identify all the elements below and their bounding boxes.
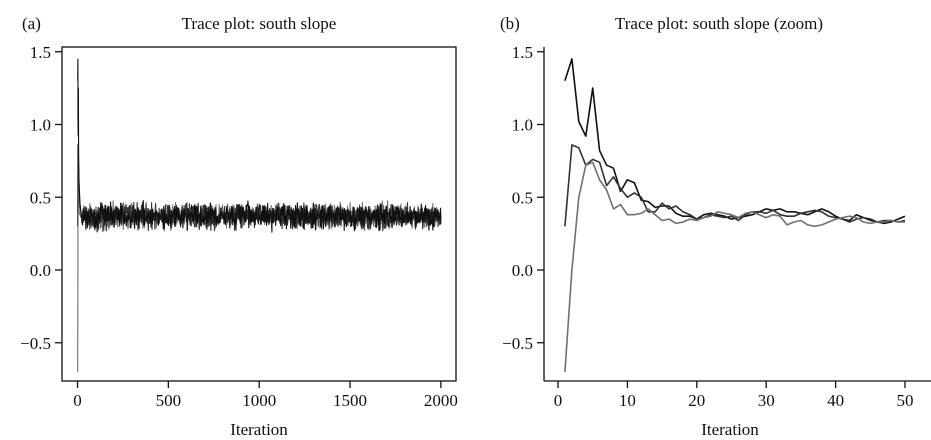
panel-b-axes-lines (543, 47, 931, 382)
x-tick-label: 40 (827, 391, 844, 410)
x-tick-label: 2000 (424, 391, 458, 410)
y-tick-label: 1.0 (512, 116, 533, 135)
y-tick-label: −0.5 (20, 334, 51, 353)
x-tick-label: 20 (688, 391, 705, 410)
trace-line-chain-3 (77, 161, 442, 372)
trace-line-chain-2 (564, 144, 906, 227)
x-tick-label: 0 (73, 391, 82, 410)
x-tick-label: 1500 (333, 391, 367, 410)
y-tick-label: 0.5 (512, 188, 533, 207)
x-tick-label: 50 (897, 391, 914, 410)
x-tick-label: 0 (554, 391, 563, 410)
x-tick-label: 10 (619, 391, 636, 410)
panel-a-y-axis: −0.5 0.0 0.5 1.0 1.5 (20, 43, 62, 353)
panel-a-x-axis-title: Iteration (230, 420, 288, 439)
y-tick-label: 1.5 (512, 43, 533, 62)
y-tick-label: 0.0 (512, 261, 533, 280)
panel-a-title: Trace plot: south slope (182, 14, 337, 33)
y-tick-label: 0.5 (30, 188, 51, 207)
panel-a-x-axis: 0 500 1000 1500 2000 (73, 381, 458, 410)
panel-b-x-axis: 0 10 20 30 40 50 (554, 381, 914, 410)
panel-b-series (564, 58, 906, 372)
trace-line-chain-1 (77, 58, 442, 233)
x-tick-label: 1000 (242, 391, 276, 410)
y-tick-label: 0.0 (30, 261, 51, 280)
panel-b-tag: (b) (500, 14, 520, 33)
panel-a: (a) Trace plot: south slope −0.5 0.0 0.5 1.… (20, 14, 458, 439)
y-tick-label: 1.5 (30, 43, 51, 62)
panel-a-series (77, 58, 442, 372)
panel-a-tag: (a) (22, 14, 41, 33)
panel-b-x-axis-title: Iteration (701, 420, 759, 439)
panel-b-y-axis: −0.5 0.0 0.5 1.0 1.5 (502, 43, 544, 353)
y-tick-label: 1.0 (30, 116, 51, 135)
panel-b-title: Trace plot: south slope (zoom) (615, 14, 823, 33)
x-tick-label: 500 (156, 391, 182, 410)
trace-line-chain-3 (564, 161, 905, 372)
x-tick-label: 30 (758, 391, 775, 410)
trace-line-chain-1 (564, 58, 906, 225)
panel-b: (b) Trace plot: south slope (zoom) −0.5 0… (500, 14, 931, 439)
y-tick-label: −0.5 (502, 334, 533, 353)
